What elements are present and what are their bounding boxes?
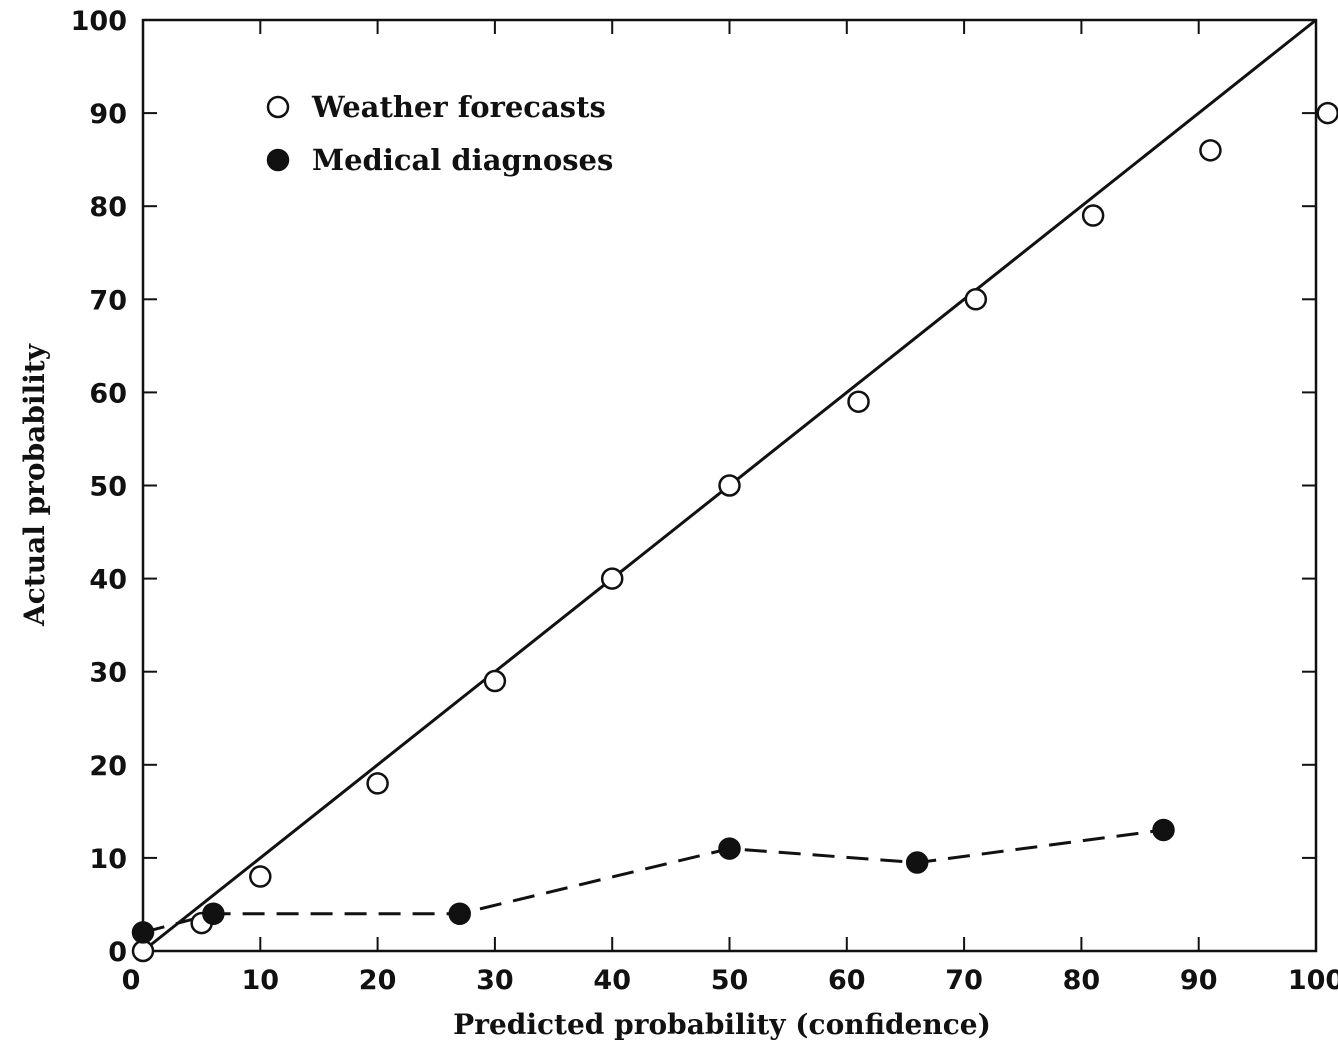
weather-forecast-point bbox=[718, 474, 741, 497]
x-axis-title: Predicted probability (confidence) bbox=[453, 1008, 991, 1041]
y-tick-label: 0 bbox=[108, 937, 127, 968]
x-tick-label: 10 bbox=[242, 965, 280, 996]
y-tick-label: 50 bbox=[89, 472, 127, 503]
weather-forecast-point bbox=[1081, 204, 1105, 227]
legend-label: Weather forecasts bbox=[311, 90, 606, 124]
series-points bbox=[131, 101, 1338, 963]
x-tick-label: 0 bbox=[122, 965, 141, 996]
y-tick-label: 10 bbox=[89, 844, 127, 875]
weather-forecast-point bbox=[366, 772, 389, 795]
y-tick-label: 100 bbox=[71, 6, 127, 37]
y-tick-label: 60 bbox=[89, 378, 127, 409]
y-tick-label: 20 bbox=[89, 751, 127, 782]
x-tick-label: 90 bbox=[1180, 965, 1218, 996]
legend: Weather forecasts Medical diagnoses bbox=[266, 90, 613, 177]
x-tick-label: 20 bbox=[359, 965, 397, 996]
legend-label: Medical diagnoses bbox=[312, 143, 613, 177]
weather-forecast-point bbox=[1199, 139, 1222, 162]
legend-open-circle-marker bbox=[266, 95, 290, 119]
y-tick-label: 40 bbox=[89, 565, 127, 596]
x-tick-label: 40 bbox=[593, 965, 631, 996]
x-tick-label: 100 bbox=[1288, 965, 1338, 996]
y-tick-label: 70 bbox=[89, 285, 127, 316]
x-tick-label: 30 bbox=[476, 965, 514, 996]
y-axis-title: Actual probability bbox=[18, 343, 51, 627]
weather-forecast-point bbox=[964, 288, 988, 311]
medical-diagnoses-point bbox=[905, 851, 929, 874]
weather-forecast-point bbox=[600, 567, 624, 590]
weather-forecast-point bbox=[847, 390, 870, 413]
weather-forecast-point bbox=[483, 669, 507, 693]
x-tick-label: 60 bbox=[828, 965, 866, 996]
y-tick-label: 90 bbox=[89, 99, 127, 130]
weather-forecast-point bbox=[1316, 101, 1338, 125]
medical-diagnoses-point bbox=[202, 902, 225, 926]
y-tick-label: 30 bbox=[89, 658, 127, 689]
medical-diagnoses-point bbox=[448, 902, 471, 926]
x-tick-label: 50 bbox=[711, 965, 749, 996]
medical-diagnoses-point bbox=[1152, 818, 1175, 842]
x-tick-label: 80 bbox=[1063, 965, 1101, 996]
y-tick-label: 80 bbox=[89, 192, 127, 223]
ticks: 0 10 20 30 40 50 60 70 80 90 100 0 10 20 30 40 50 60 70 80 9… bbox=[71, 6, 1338, 996]
weather-forecast-point bbox=[249, 865, 272, 888]
medical-diagnoses-point bbox=[718, 837, 741, 860]
legend-filled-circle-marker bbox=[266, 148, 290, 172]
medical-diagnoses-point bbox=[131, 921, 155, 944]
x-tick-label: 70 bbox=[945, 965, 983, 996]
weather-forecast-point bbox=[131, 939, 155, 963]
medical-diagnoses-dashed-line bbox=[142, 828, 1164, 934]
